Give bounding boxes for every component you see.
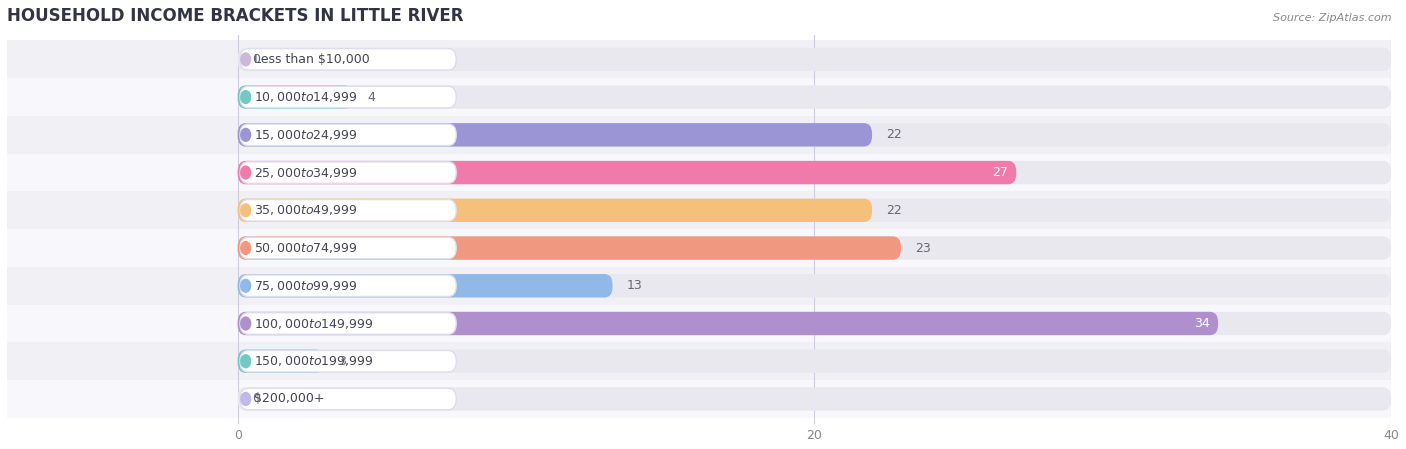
Text: 34: 34: [1194, 317, 1209, 330]
Text: 0: 0: [252, 53, 260, 66]
Text: Source: ZipAtlas.com: Source: ZipAtlas.com: [1274, 13, 1392, 23]
Text: 0: 0: [252, 392, 260, 405]
Text: $25,000 to $34,999: $25,000 to $34,999: [253, 166, 357, 180]
Text: 27: 27: [991, 166, 1008, 179]
FancyBboxPatch shape: [240, 237, 456, 259]
FancyBboxPatch shape: [238, 274, 1391, 298]
Circle shape: [240, 91, 250, 104]
FancyBboxPatch shape: [7, 40, 1391, 78]
FancyBboxPatch shape: [240, 351, 456, 372]
Circle shape: [240, 204, 250, 217]
Circle shape: [240, 53, 250, 66]
FancyBboxPatch shape: [238, 274, 613, 298]
FancyBboxPatch shape: [7, 343, 1391, 380]
FancyBboxPatch shape: [238, 312, 1218, 335]
FancyBboxPatch shape: [7, 78, 1391, 116]
FancyBboxPatch shape: [240, 388, 456, 410]
FancyBboxPatch shape: [240, 162, 456, 183]
Text: $75,000 to $99,999: $75,000 to $99,999: [253, 279, 357, 293]
FancyBboxPatch shape: [7, 380, 1391, 418]
FancyBboxPatch shape: [238, 123, 872, 146]
Text: 23: 23: [915, 242, 931, 255]
FancyBboxPatch shape: [7, 304, 1391, 343]
FancyBboxPatch shape: [238, 48, 1391, 71]
Text: 13: 13: [627, 279, 643, 292]
FancyBboxPatch shape: [238, 349, 1391, 373]
Text: $100,000 to $149,999: $100,000 to $149,999: [253, 317, 373, 330]
Circle shape: [240, 128, 250, 141]
FancyBboxPatch shape: [7, 267, 1391, 304]
Text: $35,000 to $49,999: $35,000 to $49,999: [253, 203, 357, 217]
FancyBboxPatch shape: [7, 191, 1391, 229]
FancyBboxPatch shape: [238, 85, 1391, 109]
Text: $10,000 to $14,999: $10,000 to $14,999: [253, 90, 357, 104]
Circle shape: [240, 392, 250, 405]
Circle shape: [240, 317, 250, 330]
Text: 3: 3: [339, 355, 346, 368]
FancyBboxPatch shape: [240, 124, 456, 145]
Text: 4: 4: [367, 91, 375, 104]
Circle shape: [240, 166, 250, 179]
FancyBboxPatch shape: [238, 198, 1391, 222]
Text: $15,000 to $24,999: $15,000 to $24,999: [253, 128, 357, 142]
FancyBboxPatch shape: [238, 161, 1017, 184]
Circle shape: [240, 279, 250, 292]
FancyBboxPatch shape: [238, 387, 1391, 411]
Text: 22: 22: [886, 204, 903, 217]
FancyBboxPatch shape: [238, 198, 872, 222]
FancyBboxPatch shape: [238, 236, 1391, 260]
FancyBboxPatch shape: [240, 199, 456, 221]
FancyBboxPatch shape: [238, 85, 353, 109]
Text: HOUSEHOLD INCOME BRACKETS IN LITTLE RIVER: HOUSEHOLD INCOME BRACKETS IN LITTLE RIVE…: [7, 7, 464, 25]
FancyBboxPatch shape: [7, 229, 1391, 267]
Text: 22: 22: [886, 128, 903, 141]
Text: $200,000+: $200,000+: [253, 392, 323, 405]
FancyBboxPatch shape: [238, 236, 901, 260]
FancyBboxPatch shape: [240, 48, 456, 70]
Text: Less than $10,000: Less than $10,000: [253, 53, 370, 66]
FancyBboxPatch shape: [7, 154, 1391, 191]
FancyBboxPatch shape: [238, 123, 1391, 146]
FancyBboxPatch shape: [238, 161, 1391, 184]
FancyBboxPatch shape: [238, 349, 325, 373]
Circle shape: [240, 242, 250, 255]
FancyBboxPatch shape: [240, 313, 456, 334]
Text: $50,000 to $74,999: $50,000 to $74,999: [253, 241, 357, 255]
FancyBboxPatch shape: [238, 312, 1391, 335]
Text: $150,000 to $199,999: $150,000 to $199,999: [253, 354, 373, 368]
FancyBboxPatch shape: [7, 116, 1391, 154]
FancyBboxPatch shape: [240, 275, 456, 296]
FancyBboxPatch shape: [240, 86, 456, 108]
Circle shape: [240, 355, 250, 368]
